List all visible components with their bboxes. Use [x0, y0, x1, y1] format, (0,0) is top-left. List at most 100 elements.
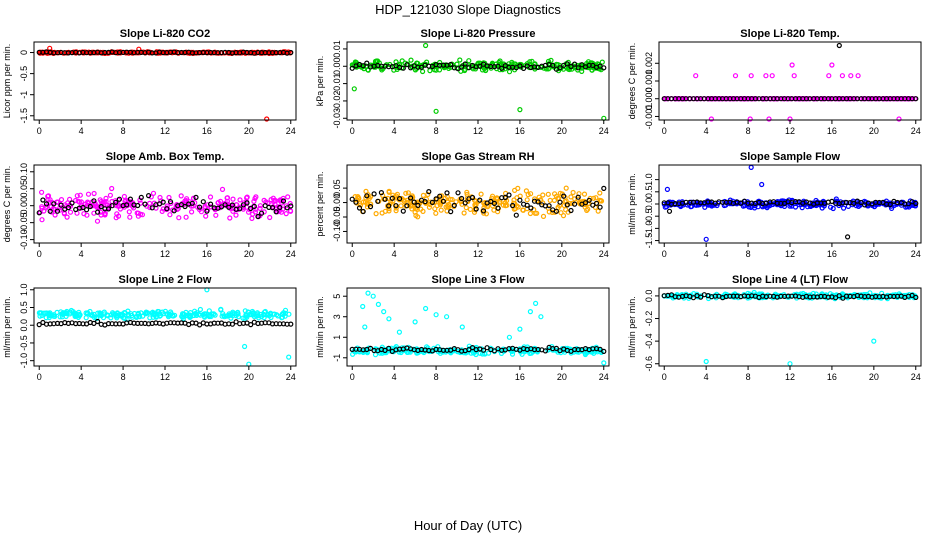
data-point [590, 195, 597, 201]
data-point [446, 204, 452, 210]
x-tick-label: 12 [160, 126, 170, 136]
data-point [514, 195, 520, 201]
data-point [135, 202, 141, 209]
data-point [396, 329, 402, 335]
data-point [597, 346, 603, 352]
data-point [144, 310, 150, 316]
data-point [63, 313, 69, 319]
data-point [393, 344, 399, 350]
x-tick-label: 8 [121, 249, 126, 259]
panel-title: Slope Li-820 Temp. [740, 28, 839, 40]
plot-frame [346, 41, 610, 121]
data-point [160, 199, 166, 205]
data-point [65, 205, 72, 211]
data-point [473, 206, 479, 212]
data-point [218, 306, 224, 312]
data-point [364, 193, 370, 199]
data-point [190, 195, 197, 201]
data-point [237, 206, 243, 212]
data-point [534, 210, 540, 216]
data-point [231, 311, 237, 317]
x-tick-label: 0 [662, 249, 667, 259]
data-point [601, 348, 607, 354]
data-point [887, 201, 893, 208]
x-tick-label: 4 [392, 372, 397, 382]
data-point [273, 209, 279, 215]
y-tick-label: 0.00 [19, 197, 29, 215]
data-point [261, 315, 267, 321]
data-point [267, 311, 273, 317]
data-point [49, 312, 55, 318]
data-point [250, 312, 257, 318]
data-point [913, 294, 919, 300]
data-point [196, 206, 203, 213]
data-point [364, 204, 370, 210]
data-point [483, 211, 489, 217]
y-tick-label: -0.05 [332, 207, 342, 228]
data-point [664, 186, 671, 192]
data-point [155, 308, 161, 315]
x-tick-label: 16 [827, 126, 837, 136]
data-point [455, 190, 461, 196]
panel-title: Slope Gas Stream RH [421, 151, 534, 163]
data-point [84, 311, 91, 317]
data-point [769, 73, 775, 79]
data-point [150, 190, 157, 196]
data-point [393, 193, 399, 199]
data-point [662, 204, 668, 210]
data-point [506, 334, 512, 340]
data-point [763, 73, 769, 79]
data-point [444, 314, 450, 320]
data-point [913, 96, 919, 102]
data-point [75, 314, 82, 320]
x-tick-label: 20 [869, 126, 879, 136]
panel-8: Slope Line 4 (LT) Flow ml/min per min. 0 4 8… [627, 274, 922, 382]
data-point [189, 200, 195, 206]
y-tick-label: -0.03 [332, 108, 342, 129]
data-point [286, 311, 292, 317]
data-point [413, 212, 419, 219]
data-point [586, 197, 592, 203]
data-points [349, 290, 607, 366]
data-point [478, 191, 484, 197]
data-point [187, 313, 193, 320]
data-point [219, 186, 226, 192]
data-point [855, 73, 861, 79]
panel-title: Slope Line 2 Flow [119, 274, 212, 286]
x-tick-label: 16 [515, 249, 525, 259]
data-point [389, 195, 395, 201]
y-tick-label: 0.05 [19, 180, 29, 198]
data-point [228, 315, 234, 321]
data-point [564, 202, 570, 208]
x-tick-label: 12 [785, 249, 795, 259]
data-point [569, 200, 575, 206]
data-point [382, 347, 388, 353]
data-point [76, 311, 82, 317]
x-tick-label: 0 [37, 126, 42, 136]
data-point [524, 202, 530, 208]
data-point [45, 196, 51, 203]
plot-frame [33, 287, 297, 367]
x-tick-label: 24 [911, 126, 921, 136]
x-tick-label: 0 [37, 372, 42, 382]
data-point [224, 195, 230, 201]
y-tick-label: 0.05 [332, 179, 342, 197]
data-point [909, 292, 915, 298]
data-point [375, 301, 381, 307]
data-point [404, 203, 410, 209]
data-point [548, 57, 554, 64]
data-point [386, 316, 392, 322]
x-tick-label: 20 [557, 249, 567, 259]
y-tick-label: -0.5 [19, 66, 29, 82]
data-point [444, 190, 450, 196]
data-point [563, 185, 569, 191]
y-tick-label: -0.05 [19, 212, 29, 233]
data-point [138, 194, 144, 200]
data-point [575, 196, 581, 202]
data-points [36, 45, 294, 122]
x-tick-label: 20 [869, 372, 879, 382]
data-point [568, 63, 574, 70]
y-axis-label: ml/min per min. [627, 296, 637, 358]
data-point [601, 65, 607, 71]
data-point [759, 181, 765, 188]
